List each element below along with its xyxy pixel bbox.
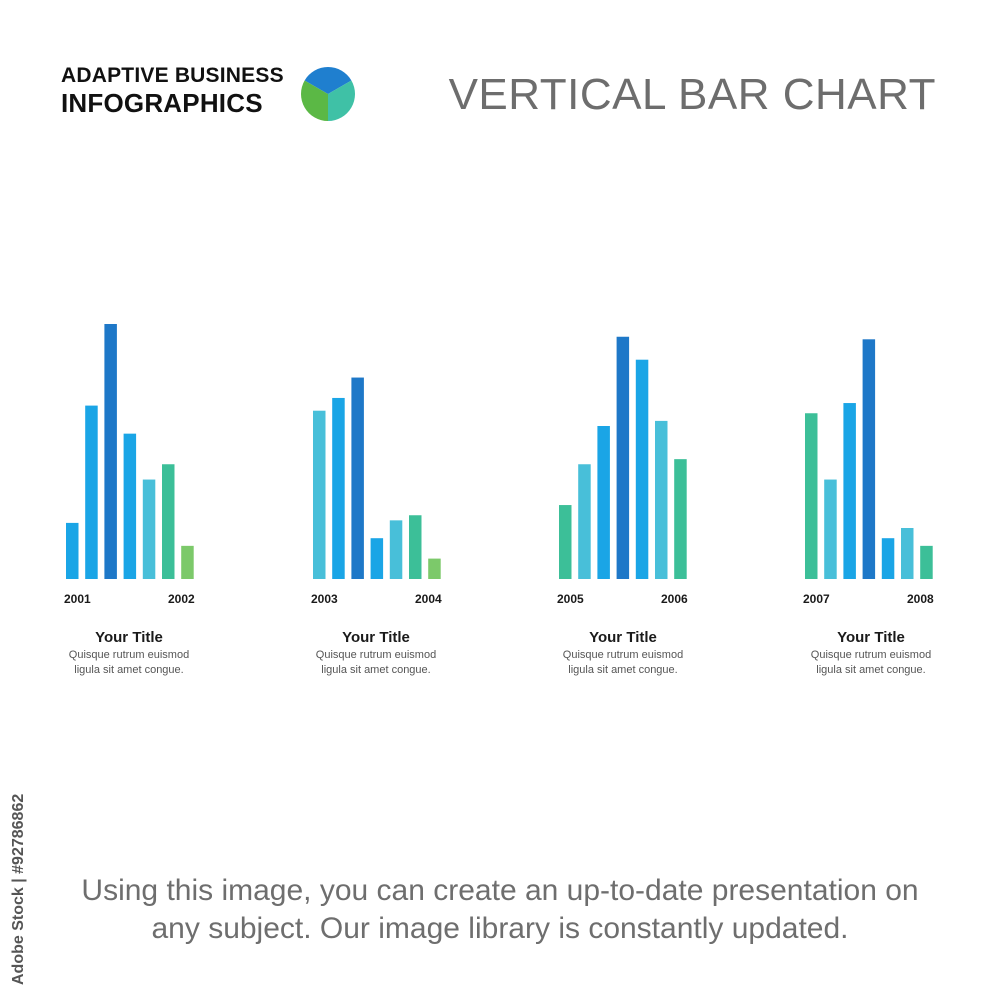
bar [674, 459, 687, 579]
footer-line-1: Using this image, you can create an up-t… [81, 874, 919, 907]
card-title: Your Title [95, 629, 163, 646]
bar [313, 410, 326, 579]
x-end-label: 2002 [168, 592, 195, 606]
bar [901, 528, 914, 579]
bar [805, 413, 818, 579]
logo-slice-blue [304, 67, 352, 94]
card-desc-line-2: ligula sit amet congue. [568, 664, 678, 676]
bar [920, 545, 933, 579]
card-title: Your Title [837, 629, 905, 646]
card-desc-line-2: ligula sit amet congue. [74, 664, 184, 676]
bar-chart-3: 2005 2006 [557, 336, 688, 606]
bar [85, 405, 98, 579]
page-title: VERTICAL BAR CHART [448, 70, 936, 119]
card-desc-line-2: ligula sit amet congue. [816, 664, 926, 676]
stock-id: Adobe Stock | #92786862 [10, 793, 27, 985]
card-2: Your Title Quisque rutrum euismod ligula… [276, 629, 476, 677]
footer-text: Using this image, you can create an up-t… [0, 872, 1000, 948]
logo-slice-teal [328, 80, 355, 121]
bar [843, 403, 856, 579]
x-end-label: 2006 [661, 592, 688, 606]
x-start-label: 2001 [64, 592, 91, 606]
bar [123, 433, 137, 579]
bar [862, 339, 876, 579]
bar [616, 336, 630, 579]
bar [181, 545, 194, 579]
bar [409, 515, 422, 579]
x-start-label: 2003 [311, 592, 338, 606]
bar [655, 420, 668, 579]
brand-line-1: ADAPTIVE BUSINESS [61, 64, 284, 87]
bar [162, 464, 175, 579]
card-desc-line-1: Quisque rutrum euismod [68, 649, 190, 661]
card-title: Your Title [342, 629, 410, 646]
card-desc-line-1: Quisque rutrum euismod [810, 649, 932, 661]
footer-line-2: any subject. Our image library is consta… [151, 912, 849, 945]
bar [824, 479, 837, 579]
card-1: Your Title Quisque rutrum euismod ligula… [29, 629, 229, 677]
bar [370, 538, 384, 579]
bar [428, 558, 441, 579]
logo-slice-green [301, 80, 328, 121]
bar-chart-2: 2003 2004 [311, 377, 442, 606]
bar [881, 538, 895, 579]
x-start-label: 2005 [557, 592, 584, 606]
bar [332, 397, 345, 579]
card-desc-line-2: ligula sit amet congue. [321, 664, 431, 676]
x-end-label: 2004 [415, 592, 442, 606]
bar [559, 505, 572, 579]
x-end-label: 2008 [907, 592, 934, 606]
card-desc-line-1: Quisque rutrum euismod [315, 649, 437, 661]
card-title: Your Title [589, 629, 657, 646]
bar-charts: 2001 2002 2003 2004 2005 2006 2007 2008 [64, 324, 934, 606]
brand-line-2: INFOGRAPHICS [61, 88, 263, 118]
bar [635, 359, 649, 579]
bar-chart-4: 2007 2008 [803, 339, 934, 606]
bar [351, 377, 364, 579]
bar [104, 324, 117, 579]
brand-block: ADAPTIVE BUSINESS INFOGRAPHICS [61, 64, 284, 118]
bar [597, 426, 610, 579]
pie-logo-icon [301, 67, 355, 121]
card-desc-line-1: Quisque rutrum euismod [562, 649, 684, 661]
card-3: Your Title Quisque rutrum euismod ligula… [523, 629, 723, 677]
bar [142, 479, 156, 579]
bar [66, 522, 79, 579]
bar-chart-1: 2001 2002 [64, 324, 195, 606]
x-start-label: 2007 [803, 592, 830, 606]
bar [578, 464, 591, 579]
card-4: Your Title Quisque rutrum euismod ligula… [771, 629, 971, 677]
bar [389, 520, 403, 579]
